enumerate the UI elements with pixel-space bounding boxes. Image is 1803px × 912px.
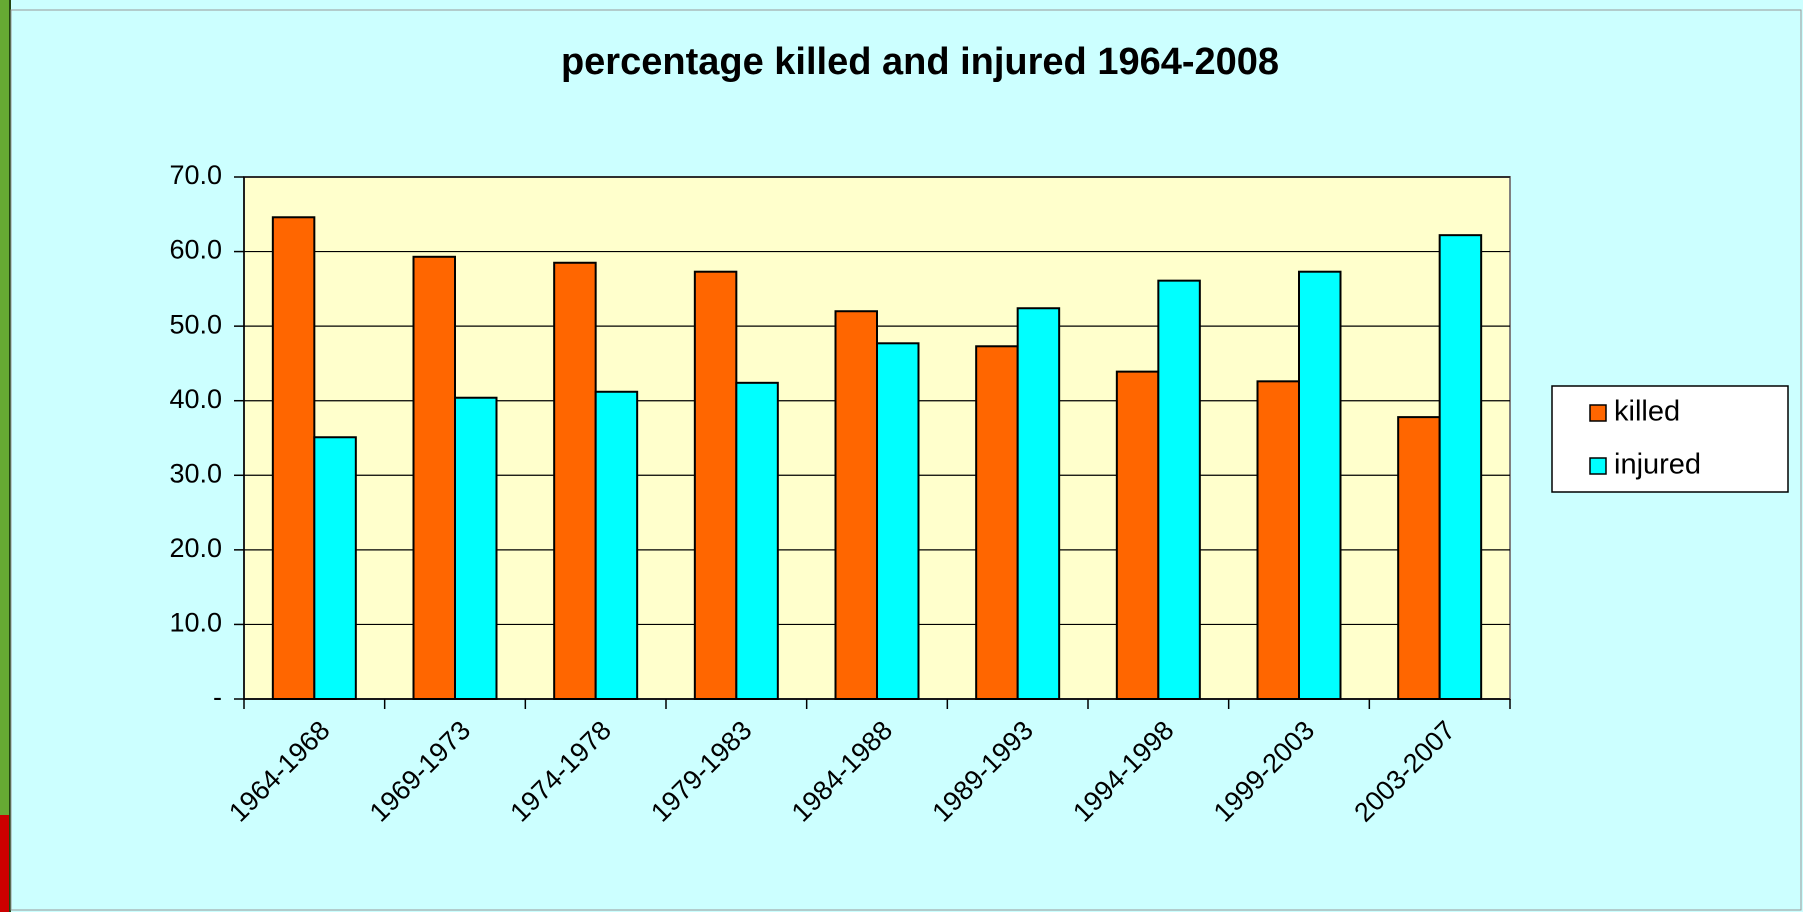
- bar: [1115, 370, 1160, 700]
- y-tick-label: 60.0: [169, 235, 222, 265]
- bar: [1256, 380, 1300, 700]
- bar: [834, 310, 879, 700]
- y-tick-label: 70.0: [169, 160, 222, 190]
- chart-border: [10, 9, 1802, 911]
- y-tick-label: 10.0: [169, 608, 222, 638]
- bar: [412, 255, 456, 700]
- bar: [1397, 416, 1441, 700]
- left-strip-edge: [9, 0, 11, 912]
- bar: [735, 381, 779, 700]
- bar: [1438, 234, 1483, 700]
- bar: [271, 216, 316, 700]
- y-tick-label: 30.0: [169, 458, 222, 488]
- bar: [1016, 307, 1061, 700]
- y-tick-label: -: [213, 682, 222, 712]
- bar: [1298, 270, 1342, 700]
- legend-swatch: [1589, 457, 1607, 475]
- chart-title: percentage killed and injured 1964-2008: [561, 41, 1279, 83]
- left-strip-red: [0, 815, 9, 912]
- bar: [454, 396, 498, 700]
- bar: [1157, 279, 1201, 700]
- legend-swatch: [1589, 404, 1607, 422]
- bar: [594, 390, 639, 700]
- y-tick-label: 20.0: [169, 533, 222, 563]
- bar: [975, 345, 1019, 700]
- bar: [876, 342, 920, 700]
- bar: [313, 436, 357, 700]
- bar: [693, 270, 738, 700]
- bar: [553, 261, 597, 700]
- left-strip: [0, 0, 9, 912]
- legend-label: injured: [1614, 449, 1701, 481]
- y-tick-label: 50.0: [169, 309, 222, 339]
- y-tick-label: 40.0: [169, 384, 222, 414]
- legend-label: killed: [1614, 396, 1680, 428]
